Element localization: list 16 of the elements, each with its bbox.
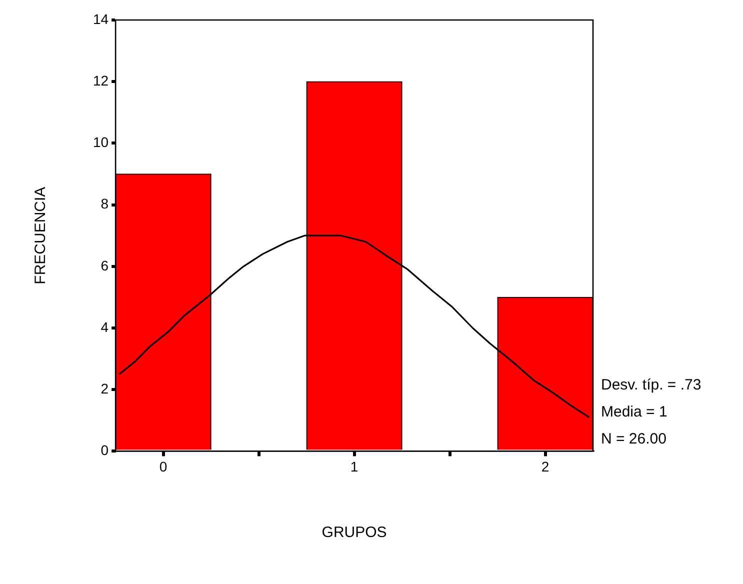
y-tick-label: 6 bbox=[100, 257, 109, 274]
y-tick-label: 12 bbox=[92, 72, 109, 88]
y-tick-label: 10 bbox=[92, 134, 109, 150]
x-tick-label: 2 bbox=[541, 458, 550, 474]
y-tick-label: 0 bbox=[100, 442, 109, 458]
x-tick-label: 1 bbox=[350, 458, 358, 474]
text: Media = 1 bbox=[601, 403, 668, 420]
x-axis-title: GRUPOS bbox=[322, 524, 387, 542]
x-tick-label: 0 bbox=[159, 458, 168, 474]
y-axis-title: FRECUENCIA bbox=[32, 186, 50, 284]
text: N = 26.00 bbox=[601, 430, 666, 448]
y-tick-label: 2 bbox=[100, 380, 109, 396]
text: Desv. típ. = .73 bbox=[601, 376, 702, 394]
y-tick-label: 8 bbox=[100, 196, 109, 212]
y-tick-label: 14 bbox=[92, 10, 109, 27]
y-tick-label: 4 bbox=[100, 318, 109, 335]
